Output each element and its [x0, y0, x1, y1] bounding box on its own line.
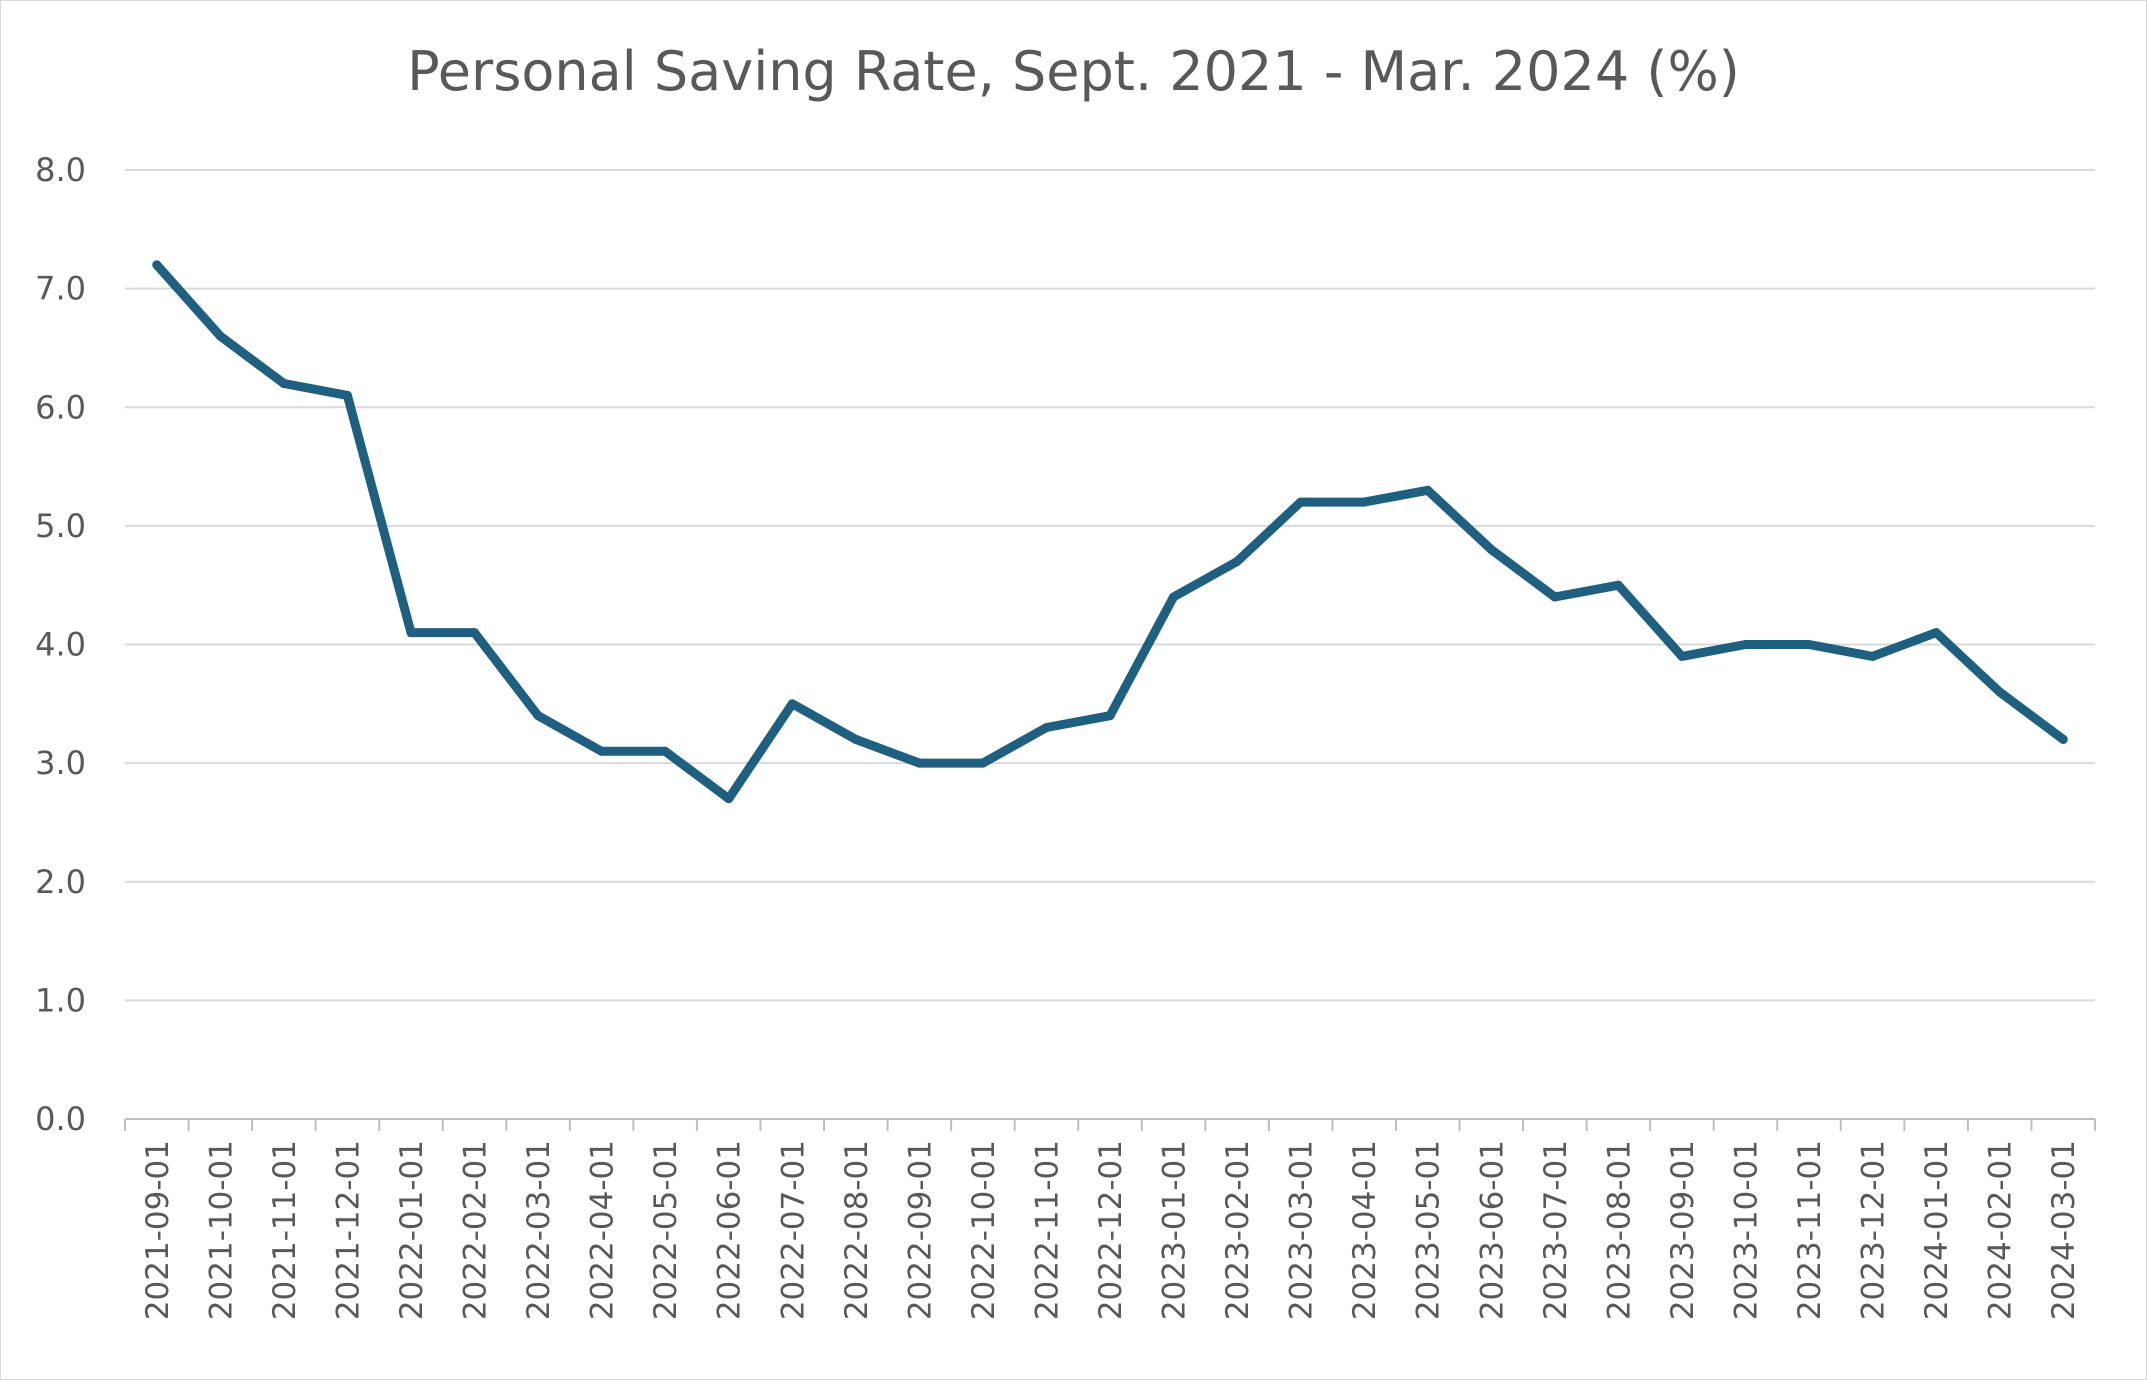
- y-tick-label: 8.0: [35, 151, 86, 189]
- data-point: [1169, 592, 1179, 602]
- data-point: [1868, 651, 1878, 661]
- x-tick-label: 2024-03-01: [2046, 1140, 2082, 1320]
- gridlines: [125, 169, 2095, 1002]
- data-point: [1550, 592, 1560, 602]
- data-point: [787, 699, 797, 709]
- data-point: [1804, 640, 1814, 649]
- data-point: [1740, 640, 1750, 649]
- y-tick-label: 4.0: [35, 626, 86, 664]
- data-point: [1931, 628, 1941, 638]
- y-tick-label: 5.0: [35, 507, 86, 545]
- data-point: [1359, 497, 1369, 507]
- y-tick-label: 2.0: [35, 863, 86, 901]
- data-point: [914, 758, 924, 768]
- x-axis: 2021-09-01 2021-10-01 2021-11-01 2021-12-01…: [124, 1118, 2096, 1320]
- y-axis: 0.0 1.0 2.0 3.0 4.0 5.0 6.0 7.0 8.0: [35, 151, 86, 1138]
- x-tick-label: 2022-08-01: [839, 1140, 875, 1320]
- x-tick-label: 2022-11-01: [1029, 1140, 1065, 1320]
- y-tick-label: 7.0: [35, 270, 86, 308]
- data-point: [342, 390, 352, 400]
- x-tick-label: 2021-09-01: [140, 1140, 176, 1320]
- x-tick-label: 2022-09-01: [902, 1140, 938, 1320]
- data-point: [1232, 556, 1242, 566]
- x-tick-label: 2023-03-01: [1284, 1140, 1320, 1320]
- data-point: [470, 628, 480, 638]
- x-tick-label: 2023-12-01: [1856, 1140, 1892, 1320]
- chart-title: Personal Saving Rate, Sept. 2021 - Mar. …: [407, 40, 1740, 103]
- x-tick-label: 2022-10-01: [966, 1140, 1002, 1320]
- data-point: [406, 628, 416, 638]
- x-tick-label: 2024-01-01: [1919, 1140, 1955, 1320]
- y-tick-label: 0.0: [35, 1100, 86, 1138]
- data-point: [215, 331, 225, 341]
- x-tick-label: 2024-02-01: [1983, 1140, 2019, 1320]
- data-point: [1995, 687, 2005, 697]
- data-point: [1677, 651, 1687, 661]
- x-tick-label: 2023-01-01: [1157, 1140, 1193, 1320]
- data-point: [660, 746, 670, 756]
- data-point: [851, 734, 861, 744]
- x-tick-label: 2022-02-01: [458, 1140, 494, 1320]
- x-tick-label: 2022-07-01: [775, 1140, 811, 1320]
- x-tick-label: 2023-11-01: [1792, 1140, 1828, 1320]
- data-point: [1105, 711, 1115, 721]
- data-point: [1613, 580, 1623, 590]
- x-tick-label: 2021-10-01: [203, 1140, 239, 1320]
- data-point: [1296, 497, 1306, 507]
- data-point: [978, 758, 988, 768]
- x-tick-label: 2021-11-01: [267, 1140, 303, 1320]
- data-point: [279, 379, 289, 389]
- x-tick-label: 2023-06-01: [1474, 1140, 1510, 1320]
- x-tick-label: 2023-09-01: [1665, 1140, 1701, 1320]
- x-tick-label: 2023-02-01: [1220, 1140, 1256, 1320]
- x-tick-label: 2023-10-01: [1728, 1140, 1764, 1320]
- data-point: [597, 746, 607, 756]
- x-tick-label: 2023-04-01: [1347, 1140, 1383, 1320]
- series-layer: [152, 260, 2068, 804]
- x-tick-label: 2022-03-01: [521, 1140, 557, 1320]
- x-tick-label: 2021-12-01: [330, 1140, 366, 1320]
- x-tick-label: 2022-06-01: [712, 1140, 748, 1320]
- x-tick-label: 2023-08-01: [1601, 1140, 1637, 1320]
- y-tick-label: 6.0: [35, 388, 86, 426]
- data-point: [152, 260, 162, 270]
- x-tick-label: 2022-12-01: [1093, 1140, 1129, 1320]
- x-tick-label: 2022-05-01: [648, 1140, 684, 1320]
- x-tick-label: 2023-05-01: [1411, 1140, 1447, 1320]
- x-tick-label: 2022-04-01: [585, 1140, 621, 1320]
- data-point: [2058, 734, 2068, 744]
- data-point: [1486, 545, 1496, 555]
- data-point: [1041, 723, 1051, 733]
- data-point: [1423, 485, 1433, 495]
- x-tick-label: 2022-01-01: [394, 1140, 430, 1320]
- data-point: [533, 711, 543, 721]
- x-tick-label: 2023-07-01: [1538, 1140, 1574, 1320]
- y-tick-label: 3.0: [35, 744, 86, 782]
- y-tick-label: 1.0: [35, 981, 86, 1019]
- data-point: [724, 794, 734, 804]
